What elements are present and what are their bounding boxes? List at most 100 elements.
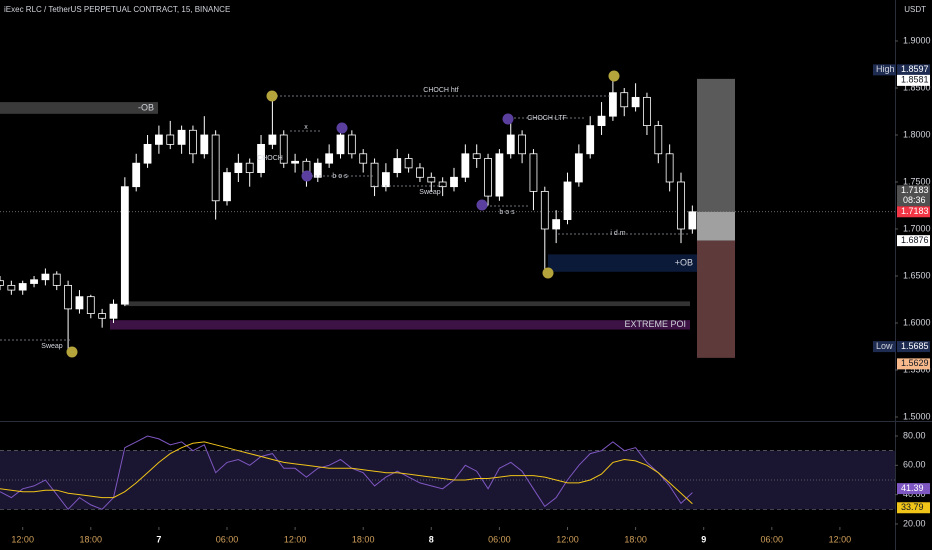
entry-box — [697, 211, 735, 241]
y-tick-label: 20.00 — [903, 518, 926, 528]
candle-body — [7, 284, 16, 291]
annotation: x — [304, 124, 308, 131]
candle-body — [370, 162, 379, 188]
candle-body — [461, 153, 470, 178]
candle-body — [86, 296, 95, 314]
candle-body — [257, 143, 265, 173]
candle-body — [98, 313, 107, 319]
swing-dot — [336, 122, 348, 134]
x-tick-label: 06:00 — [761, 534, 784, 544]
price-label: 1.5685 — [901, 341, 929, 351]
price-label: 1.7183 — [901, 185, 929, 195]
candle-body — [484, 158, 492, 197]
price-label-bg — [897, 74, 930, 86]
x-tick-label: 12:00 — [556, 534, 579, 544]
candle-body — [154, 134, 163, 145]
candle-body — [347, 134, 356, 155]
x-tick-label: 8 — [429, 534, 434, 544]
y-tick-label: 1.8500 — [903, 82, 931, 92]
price-label-bg — [897, 206, 930, 218]
candle-body — [677, 181, 685, 230]
candle-body — [416, 167, 424, 178]
candle-body — [472, 153, 481, 159]
currency: USDT — [904, 5, 926, 14]
rsi-label-bg — [897, 483, 930, 495]
price-label-tag-bg — [873, 341, 896, 353]
candle-body — [211, 134, 220, 202]
rsi-label: 41.39 — [901, 483, 924, 493]
price-label-bg — [897, 235, 930, 247]
y-tick-label: 1.8000 — [903, 129, 931, 139]
swing-dot — [66, 346, 78, 358]
price-label-tag-bg — [873, 64, 896, 76]
candle-body — [279, 134, 288, 164]
candle-body — [177, 129, 186, 145]
candle-body — [381, 172, 390, 188]
annotation: i d m — [610, 230, 625, 237]
annotation: Sweap — [41, 343, 63, 350]
x-tick-label: 12:00 — [11, 534, 34, 544]
x-tick-label: 06:00 — [216, 534, 239, 544]
y-tick-label: 1.5000 — [903, 411, 931, 421]
candle-body — [506, 134, 515, 155]
candle-body — [120, 186, 129, 305]
candle-body — [495, 153, 504, 197]
candle-body — [597, 115, 606, 126]
drawings: CHOCH htf CHOCH LTF CHOCH x b o s Sweap … — [0, 70, 690, 358]
candle-body — [313, 162, 322, 178]
candle-body — [52, 273, 61, 286]
candle-body — [109, 303, 118, 319]
x-tick-label: 12:00 — [284, 534, 307, 544]
candle-body — [30, 279, 38, 284]
y-tick-label: 1.9000 — [903, 35, 931, 45]
candle-body — [586, 125, 595, 155]
price-label-bg — [897, 341, 930, 353]
candle-body — [64, 284, 72, 310]
y-tick-label: 80.00 — [903, 430, 926, 440]
y-tick-label: 60.00 — [903, 460, 926, 470]
x-tick-label: 18:00 — [80, 534, 103, 544]
x-tick-label: 18:00 — [352, 534, 375, 544]
candle-body — [609, 92, 617, 117]
x-tick-label: 18:00 — [624, 534, 647, 544]
candle-body — [132, 162, 141, 188]
swing-dot — [476, 199, 488, 211]
candle-body — [688, 211, 697, 230]
candle-body — [643, 96, 651, 126]
target-box — [697, 78, 735, 212]
y-tick-label: 1.6500 — [903, 270, 931, 280]
price-label: 1.8581 — [901, 75, 929, 85]
candle-body — [359, 153, 368, 164]
x-tick-label: 12:00 — [829, 534, 852, 544]
swing-dot — [266, 90, 278, 102]
candle-body — [574, 153, 583, 183]
price-label-bg — [897, 185, 930, 197]
candle-body — [631, 96, 640, 108]
candle-body — [18, 283, 27, 291]
candle-body — [0, 280, 4, 286]
candle-body — [41, 273, 50, 281]
y-tick-label: 1.7500 — [903, 176, 931, 186]
candle-body — [325, 153, 334, 164]
y-tick-label: 1.5500 — [903, 364, 931, 374]
stop-box — [697, 240, 735, 358]
annotation: b o s — [332, 173, 348, 180]
candle-body — [336, 134, 345, 155]
zone — [125, 301, 690, 307]
candle-body — [189, 129, 197, 155]
price-label: 1.8597 — [901, 64, 929, 74]
y-tick-label: 1.7000 — [903, 223, 931, 233]
x-tick-label: 7 — [156, 534, 161, 544]
candle-body — [393, 158, 402, 173]
zone-label: +OB — [675, 257, 693, 267]
candle-body — [234, 162, 243, 173]
rsi-line — [0, 435, 693, 511]
candle-body — [518, 134, 526, 155]
candle-body — [540, 190, 549, 230]
candle-body — [427, 176, 436, 183]
annotation: CHOCH LTF — [527, 115, 567, 122]
candle-body — [200, 134, 209, 155]
price-label-bg — [897, 358, 930, 370]
zone — [0, 102, 158, 114]
